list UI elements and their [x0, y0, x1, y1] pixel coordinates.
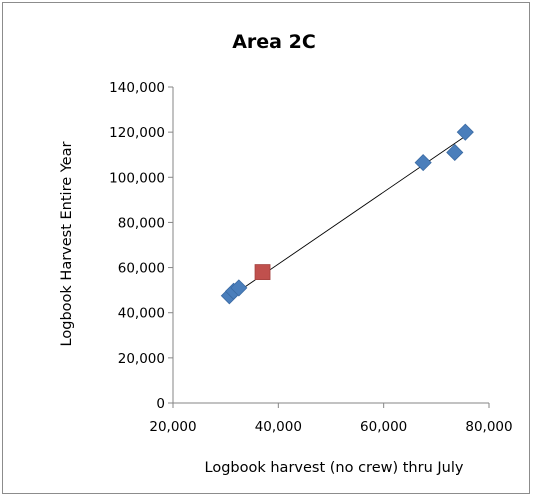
- data-point-diamond: [456, 123, 474, 141]
- y-tick-label: 80,000: [118, 215, 165, 231]
- data-point-diamond: [446, 143, 464, 162]
- x-tick-label: 20,000: [149, 419, 196, 435]
- x-tick-label: 80,000: [465, 419, 512, 435]
- chart-title: Area 2C: [232, 31, 316, 53]
- x-axis-title: Logbook harvest (no crew) thru July: [205, 460, 464, 476]
- y-tick-label: 40,000: [118, 306, 165, 322]
- x-tick-label: 60,000: [360, 419, 407, 435]
- y-axis-title: Logbook Harvest Entire Year: [59, 142, 75, 347]
- data-point-square: [254, 264, 271, 280]
- plot-area: 0 20,000 40,000 60,000 80,000 100,000 120,000 1…: [109, 80, 512, 435]
- y-tick-label: 120,000: [109, 125, 165, 141]
- chart-area: Area 2C 0 20,000 40,000 60,000 80,000 100,000…: [2, 2, 530, 494]
- scatter-chart: Area 2C 0 20,000 40,000 60,000 80,000 100,000…: [59, 31, 513, 476]
- y-tick-label: 100,000: [109, 170, 165, 186]
- y-tick-label: 60,000: [118, 261, 165, 277]
- data-point-diamond: [230, 279, 248, 297]
- y-tick-label: 140,000: [109, 80, 165, 96]
- data-point-diamond: [414, 154, 432, 172]
- y-tick-label: 20,000: [118, 351, 165, 367]
- y-tick-label: 0: [156, 396, 165, 412]
- x-tick-label: 40,000: [255, 419, 302, 435]
